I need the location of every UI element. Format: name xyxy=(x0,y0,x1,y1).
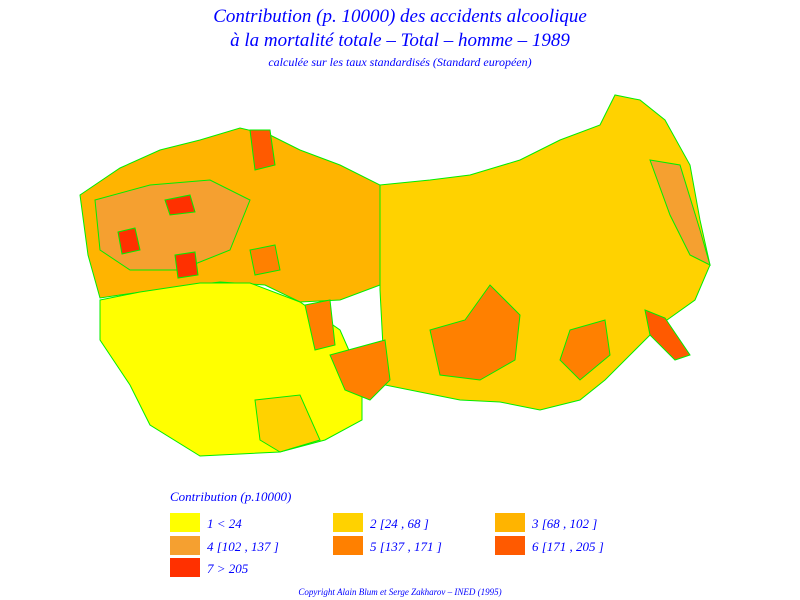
region xyxy=(379,94,711,411)
legend-swatch xyxy=(495,536,525,555)
region xyxy=(304,299,336,351)
legend-label: 7 > 205 xyxy=(207,561,249,576)
legend-label: 6 [171 , 205 ] xyxy=(532,539,604,554)
region xyxy=(559,319,611,381)
legend-swatch xyxy=(170,536,200,555)
legend-swatch xyxy=(170,558,200,577)
map xyxy=(79,94,711,457)
region xyxy=(249,244,281,276)
subtitle: calculée sur les taux standardisés (Stan… xyxy=(268,55,531,69)
region xyxy=(117,227,141,255)
legend-label: 4 [102 , 137 ] xyxy=(207,539,279,554)
legend-title: Contribution (p.10000) xyxy=(170,489,291,504)
region xyxy=(254,394,321,453)
legend-swatch xyxy=(495,513,525,532)
region xyxy=(429,284,521,381)
copyright: Copyright Alain Blum et Serge Zakharov –… xyxy=(298,587,501,597)
legend-label: 2 [24 , 68 ] xyxy=(370,516,429,531)
region xyxy=(249,129,276,171)
legend-swatch xyxy=(170,513,200,532)
legend-swatch xyxy=(333,513,363,532)
region xyxy=(649,159,711,266)
title: Contribution (p. 10000) des accidents al… xyxy=(213,6,587,27)
legend-label: 5 [137 , 171 ] xyxy=(370,539,442,554)
legend-label: 1 < 24 xyxy=(207,516,242,531)
legend-label: 3 [68 , 102 ] xyxy=(531,516,597,531)
region xyxy=(164,194,196,216)
region xyxy=(644,309,691,361)
legend: 1 < 24 2 [24 , 68 ] 3 [68 , 102 ] 4 [102 , … xyxy=(170,513,604,577)
title: à la mortalité totale – Total – homme – … xyxy=(230,30,570,51)
region xyxy=(174,251,199,279)
legend-swatch xyxy=(333,536,363,555)
region xyxy=(329,339,391,401)
